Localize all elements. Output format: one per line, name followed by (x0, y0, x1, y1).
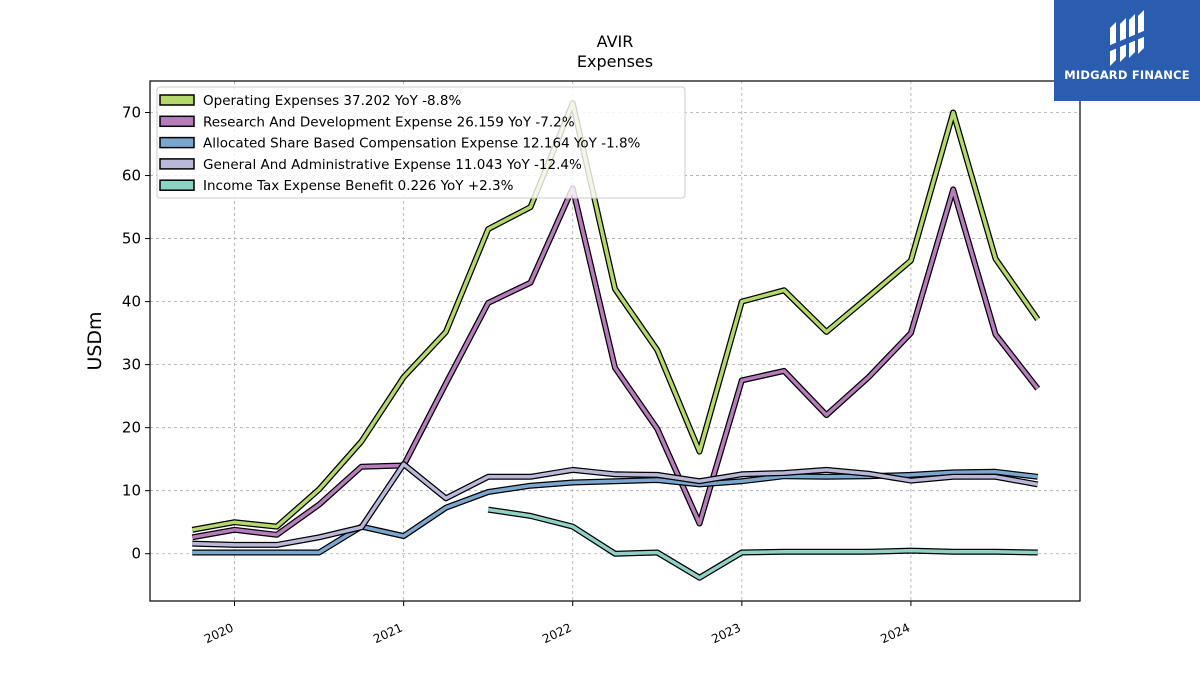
brand-name: MIDGARD FINANCE (1064, 68, 1190, 82)
y-tick-label: 0 (131, 545, 141, 563)
x-tick-label: 2024 (878, 621, 912, 647)
y-tick-label: 70 (122, 104, 141, 122)
series-4 (487, 506, 1038, 581)
x-tick-label: 2023 (709, 621, 743, 647)
legend-swatch (159, 158, 195, 170)
y-tick-label: 50 (122, 230, 141, 248)
legend-entry: Operating Expenses 37.202 YoY -8.8% (203, 93, 462, 109)
legend-entry: Allocated Share Based Compensation Expen… (203, 136, 641, 152)
brand-logo-icon (1108, 10, 1146, 66)
series-line (487, 507, 1038, 580)
legend: Operating Expenses 37.202 YoY -8.8% Resea… (156, 86, 686, 199)
brand-logo: MIDGARD FINANCE (1054, 0, 1200, 101)
y-axis: 0 10 20 30 40 50 60 70 (122, 104, 150, 563)
y-tick-label: 60 (122, 167, 141, 185)
series-layer (191, 100, 1041, 581)
legend-entry: General And Administrative Expense 11.04… (203, 157, 582, 173)
y-tick-label: 10 (122, 482, 141, 500)
series-3 (192, 461, 1039, 548)
legend-entry: Income Tax Expense Benefit 0.226 YoY +2.… (203, 178, 514, 194)
x-axis: 2020 2021 2022 2023 2024 (202, 601, 912, 646)
y-tick-label: 30 (122, 356, 141, 374)
series-line (192, 462, 1039, 547)
series-line (191, 186, 1040, 540)
y-tick-label: 40 (122, 293, 141, 311)
legend-box (156, 86, 686, 199)
series-line (191, 101, 1040, 532)
legend-swatch (159, 179, 195, 191)
x-tick-label: 2020 (202, 621, 236, 647)
x-tick-label: 2021 (371, 621, 405, 647)
legend-swatch (159, 115, 195, 128)
legend-swatch (159, 136, 195, 149)
series-0 (191, 100, 1041, 533)
y-tick-label: 20 (122, 419, 141, 437)
legend-swatch (159, 94, 195, 106)
x-tick-label: 2022 (540, 621, 574, 647)
plot-frame (149, 80, 1081, 602)
chart-title: AVIR (597, 32, 634, 51)
legend-entry: Research And Development Expense 26.159 … (203, 114, 575, 130)
series-1 (191, 185, 1041, 541)
series-line-outline (487, 506, 1038, 581)
chart-subtitle: Expenses (577, 52, 653, 71)
y-axis-label: USDm (84, 311, 106, 370)
